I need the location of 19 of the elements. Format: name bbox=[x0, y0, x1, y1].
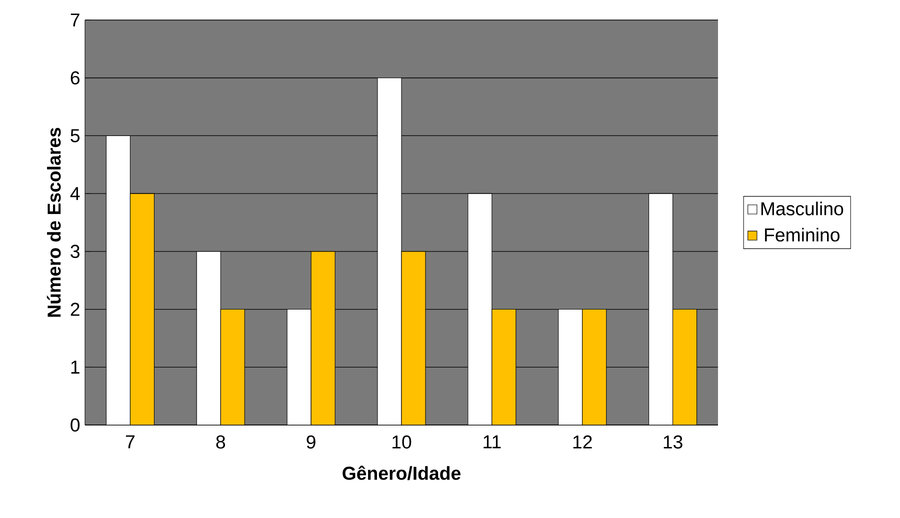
x-tick-label: 8 bbox=[216, 435, 226, 449]
y-tick-label: 7 bbox=[70, 14, 80, 26]
x-tick-label: 10 bbox=[392, 435, 412, 449]
x-axis-title: Gênero/Idade bbox=[342, 466, 461, 480]
y-tick-label: 0 bbox=[70, 418, 80, 432]
y-tick-label: 3 bbox=[70, 244, 80, 258]
legend-label: Masculino bbox=[761, 202, 844, 216]
y-tick-label: 4 bbox=[70, 187, 80, 200]
legend-label: Feminino bbox=[765, 228, 840, 242]
y-tick-label: 5 bbox=[70, 129, 80, 142]
x-tick-label: 7 bbox=[126, 435, 134, 448]
x-tick-label: 9 bbox=[306, 435, 316, 449]
y-axis-title: Número de Escolares bbox=[46, 128, 61, 317]
x-tick-label: 12 bbox=[573, 435, 592, 448]
y-tick-label: 1 bbox=[71, 360, 80, 374]
y-tick-label: 2 bbox=[70, 302, 80, 316]
x-tick-label: 13 bbox=[664, 435, 682, 449]
y-tick-label: 6 bbox=[70, 71, 80, 84]
x-tick-label: 11 bbox=[484, 435, 501, 448]
